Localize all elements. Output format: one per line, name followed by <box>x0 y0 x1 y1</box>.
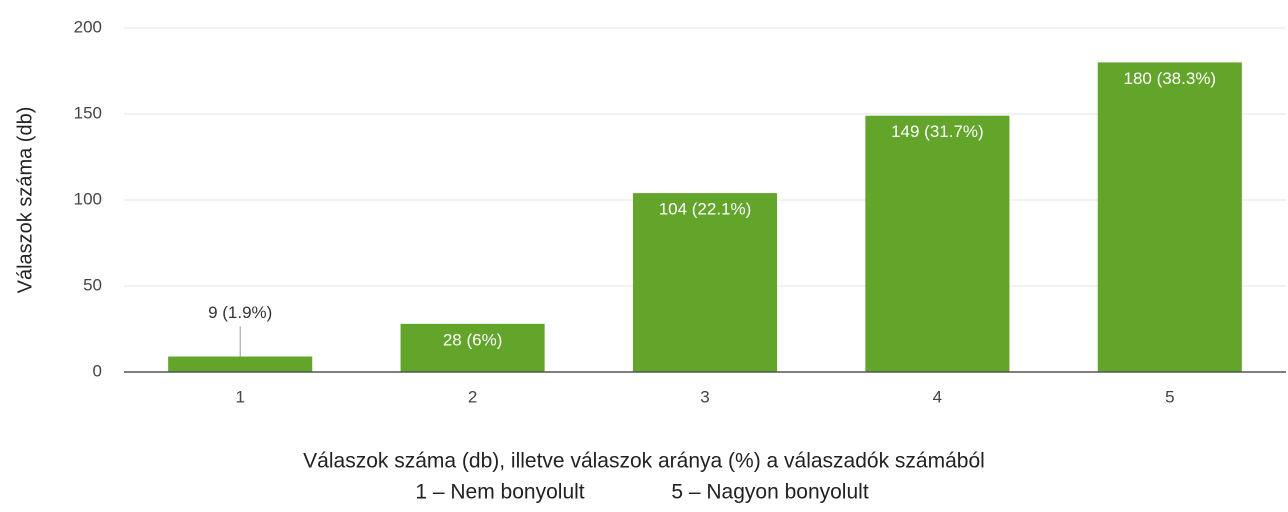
y-tick-label: 150 <box>74 103 102 122</box>
x-tick-label: 3 <box>700 387 709 406</box>
data-label: 28 (6%) <box>443 330 503 349</box>
scale-note: 1 – Nem bonyolult <box>415 481 584 504</box>
bar <box>865 115 1010 372</box>
x-tick-label: 2 <box>468 387 477 406</box>
x-tick-label: 4 <box>933 387 942 406</box>
y-tick-label: 0 <box>93 361 102 380</box>
bar <box>1097 62 1242 373</box>
x-tick-label: 1 <box>235 387 244 406</box>
x-axis-title: Válaszok száma (db), illetve válaszok ar… <box>303 450 985 473</box>
data-label: 180 (38.3%) <box>1123 69 1216 88</box>
y-tick-label: 50 <box>83 275 102 294</box>
x-tick-label: 5 <box>1165 387 1174 406</box>
bar <box>400 323 545 372</box>
data-label: 149 (31.7%) <box>891 122 984 141</box>
y-tick-label: 100 <box>74 189 102 208</box>
data-label: 104 (22.1%) <box>659 200 752 219</box>
scale-note: 5 – Nagyon bonyolult <box>671 481 868 504</box>
bar <box>632 193 778 372</box>
data-label: 9 (1.9%) <box>208 303 272 322</box>
bar <box>168 356 313 372</box>
y-tick-label: 200 <box>74 17 102 36</box>
y-axis-title: Válaszok száma (db) <box>14 107 36 294</box>
